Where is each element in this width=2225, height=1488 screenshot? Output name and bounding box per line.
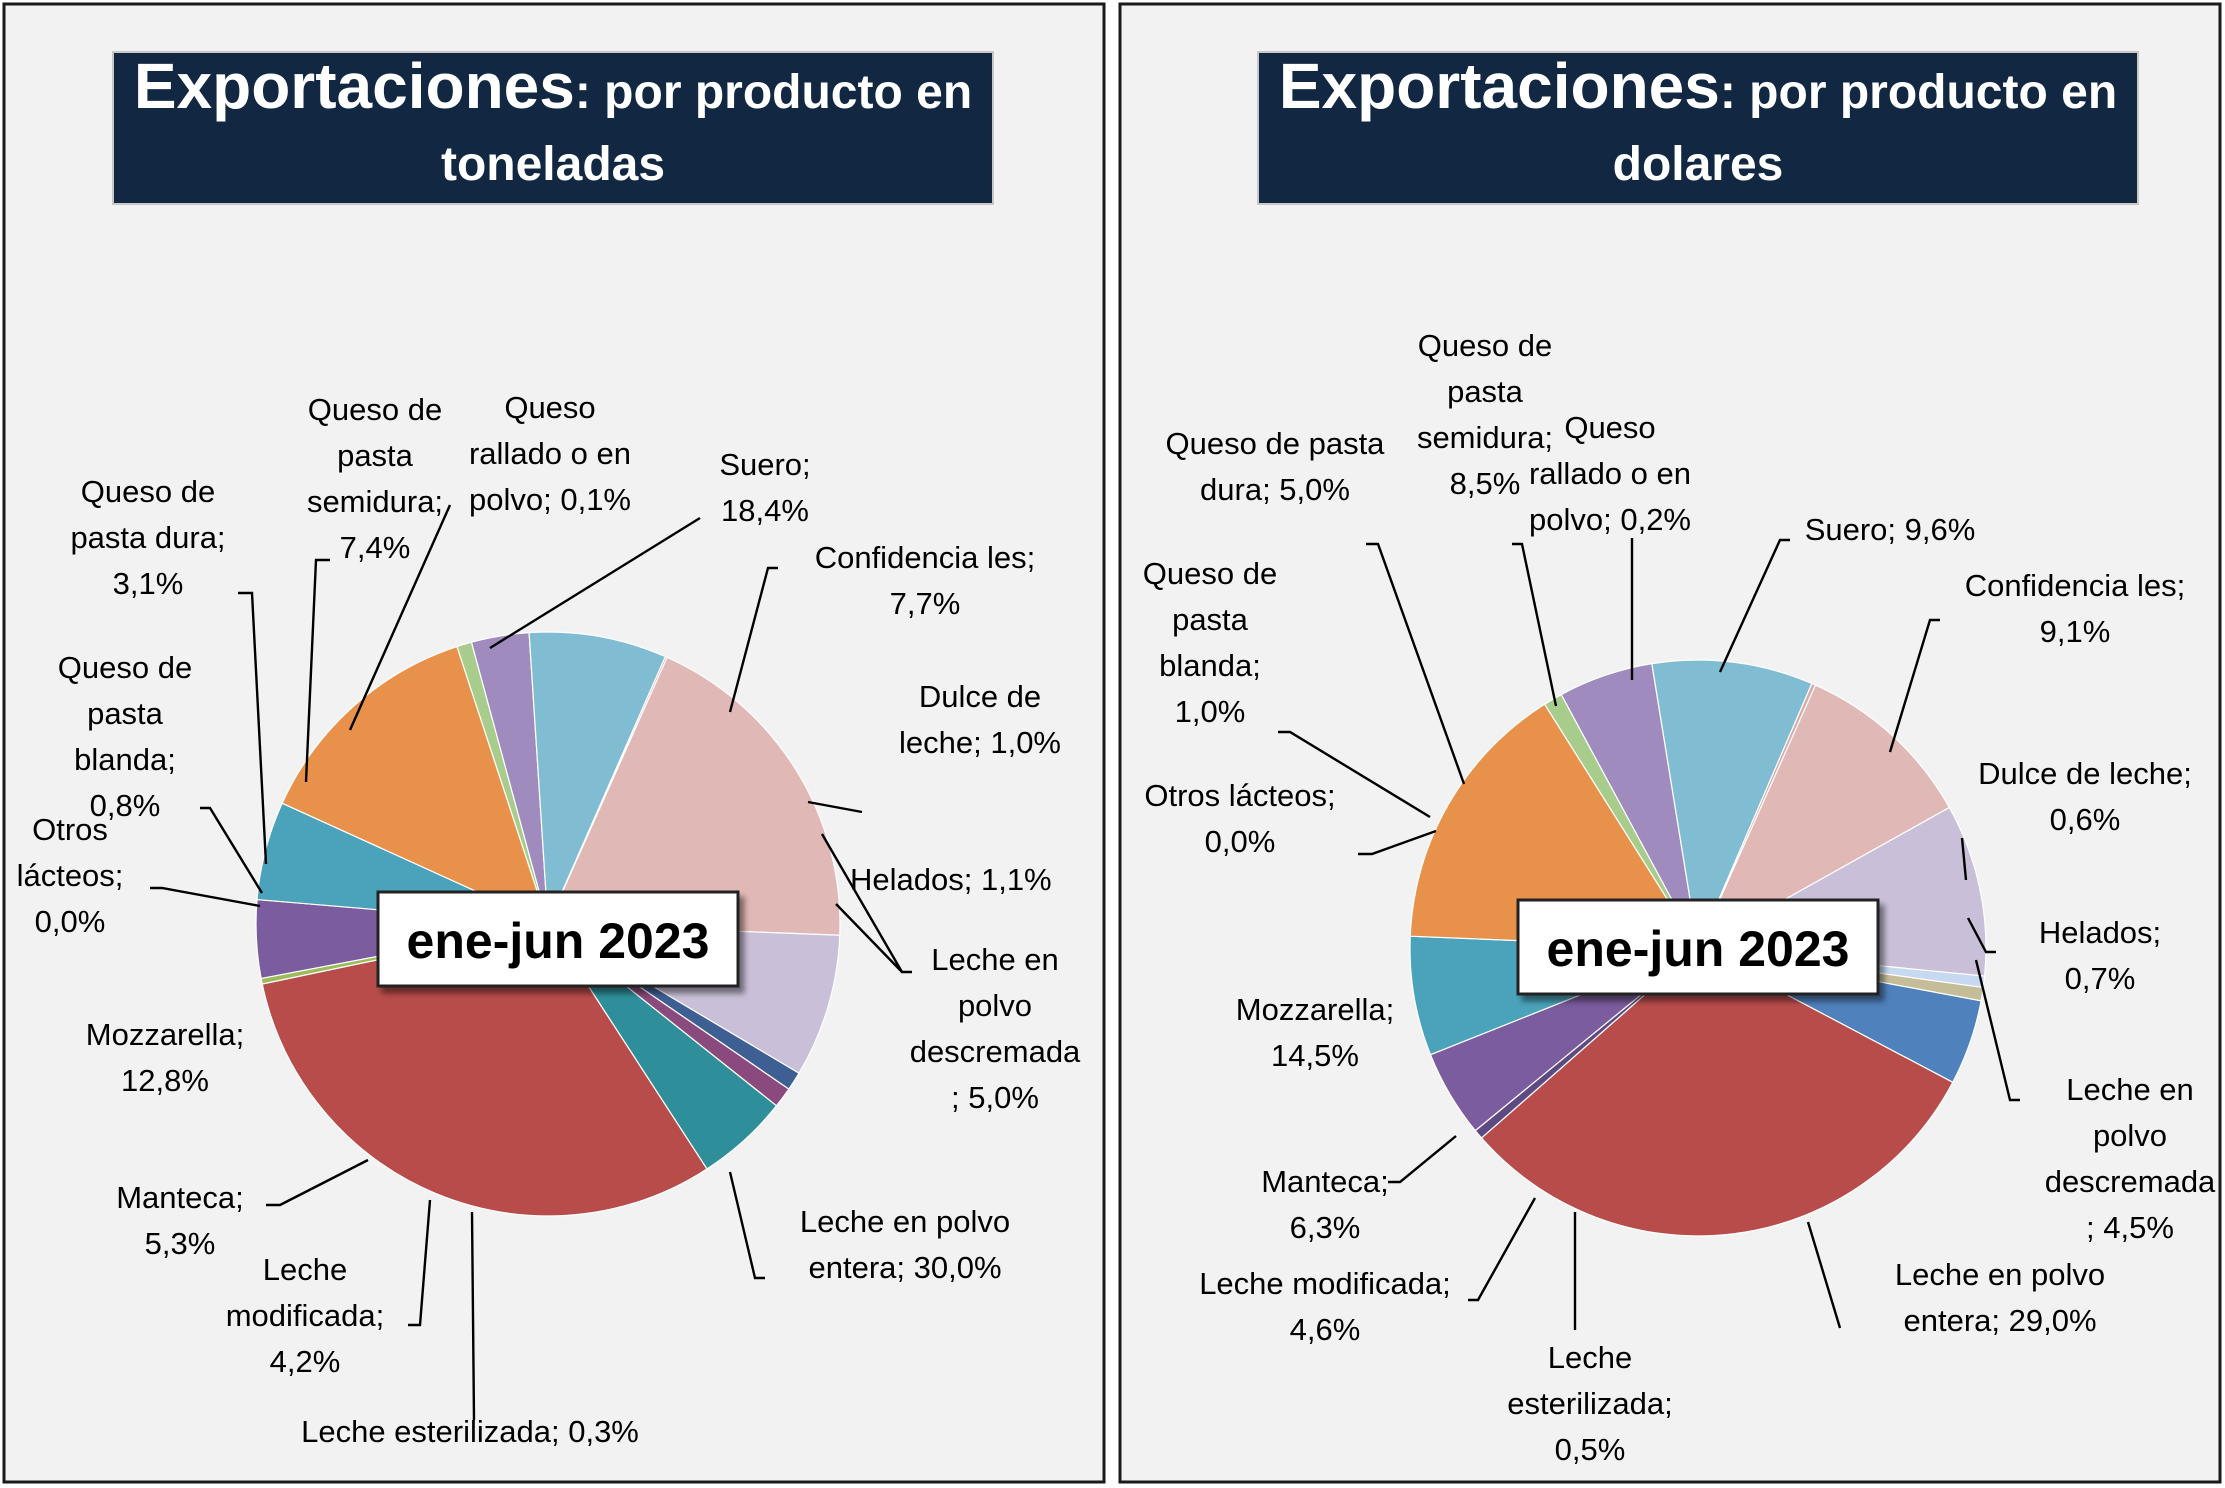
- right-period-box: [1516, 898, 1880, 996]
- right-title-rest: : por producto en: [1720, 66, 2117, 119]
- leader-line-confidencia-les: [1888, 618, 1940, 753]
- leader-line-manteca: [1388, 1135, 1457, 1184]
- pie-slice-mozzarella: [1409, 703, 1700, 949]
- slice-label-manteca: Manteca; 6,3%: [1261, 1164, 1389, 1245]
- slice-label-leche-esterilizada: Leche esterilizada; 0,3%: [301, 1414, 639, 1449]
- slice-label-leche-en-polvo-descremada: Leche en polvo descremada; 5,0%: [910, 942, 1081, 1115]
- leader-line-queso-de-pasta-dura: [238, 591, 268, 865]
- right-title-main: Exportaciones: [1279, 50, 1720, 122]
- right-slice-labels: Suero; 9,6% Confidencia les; 9,1% Dulce de …: [1143, 328, 2216, 1467]
- slice-label-dulce-de-leche: Dulce de leche; 1,0%: [899, 679, 1061, 760]
- leader-line-leche-esterilizada: [470, 1211, 476, 1421]
- left-chart-panel: Exportaciones: por producto en toneladas…: [2, 2, 1106, 1484]
- pie-slice-leche-en-polvo-entera: [261, 923, 708, 1217]
- right-chart-panel: Exportaciones: por producto en dolares S…: [1118, 2, 2222, 1484]
- leader-line-suero: [1718, 538, 1790, 673]
- right-title-line2: dolares: [1613, 138, 1784, 191]
- leader-line-leche-en-polvo-entera: [1806, 1221, 1842, 1329]
- left-leader-lines: [150, 504, 912, 1421]
- leader-line-leche-en-polvo-descremada: [835, 903, 903, 973]
- leader-line-otros-lacteos: [150, 886, 261, 908]
- leader-line-leche-modificada: [408, 1199, 432, 1327]
- leader-line-helados: [1966, 917, 1996, 954]
- slice-label-confidencia-les: Confidencia les; 7,7%: [815, 540, 1036, 621]
- pie-slice-leche-en-polvo-entera: [1480, 947, 1954, 1237]
- leader-line-queso-de-pasta-semidura: [304, 558, 330, 783]
- pie-slice-queso-de-pasta-semidura: [1651, 659, 1813, 951]
- leader-line-suero: [489, 516, 701, 650]
- leader-line-queso-de-pasta-blanda: [1278, 730, 1431, 819]
- pie-slice-mozzarella: [281, 645, 549, 926]
- slice-label-suero: Suero; 9,6%: [1805, 512, 1976, 547]
- slice-label-queso-de-pasta-semidura: Queso de pasta semidura; 8,5%: [1417, 328, 1553, 501]
- leader-line-queso-de-pasta-dura: [1366, 542, 1466, 785]
- slice-label-queso-rallado-o-en-polvo: Queso rallado o en polvo; 0,2%: [1529, 410, 1691, 537]
- slice-label-queso-rallado-o-en-polvo: Queso rallado o en polvo; 0,1%: [469, 390, 631, 517]
- left-period-box: [376, 890, 740, 988]
- left-title-rest: : por producto en: [575, 66, 972, 119]
- right-leader-lines: [1278, 538, 2020, 1330]
- svg-text:Exportaciones: por producto en: Exportaciones: por producto en: [1279, 50, 2117, 122]
- right-title-box: [1257, 51, 2139, 205]
- slice-label-queso-de-pasta-blanda: Queso de pasta blanda; 0,8%: [58, 650, 192, 823]
- left-title-main: Exportaciones: [134, 50, 575, 122]
- slice-label-leche-modificada: Leche modificada; 4,2%: [226, 1252, 385, 1379]
- slice-label-mozzarella: Mozzarella; 14,5%: [1236, 992, 1395, 1073]
- slice-label-suero: Suero; 18,4%: [719, 447, 810, 528]
- leader-line-leche-en-polvo-descremada: [1974, 959, 2020, 1102]
- slice-label-confidencia-les: Confidencia les; 9,1%: [1965, 568, 2186, 649]
- pie-slice-queso-rallado-o-en-polvo: [1697, 682, 1817, 949]
- leader-line-queso-rallado-o-en-polvo: [348, 504, 452, 731]
- slice-label-queso-de-pasta-blanda: Queso de pasta blanda; 1,0%: [1143, 556, 1277, 729]
- left-slice-labels: Suero; 18,4%Confidencia les; 7,7% Dulce de l…: [17, 390, 1081, 1449]
- slice-label-queso-de-pasta-semidura: Queso de pasta semidura; 7,4%: [307, 392, 443, 565]
- slice-label-manteca: Manteca; 5,3%: [116, 1180, 244, 1261]
- pie-slice-suero: [1696, 684, 1951, 950]
- slice-label-helados: Helados; 0,7%: [2039, 915, 2161, 996]
- slice-label-leche-en-polvo-entera: Leche en polvo entera; 30,0%: [800, 1204, 1010, 1285]
- slice-label-queso-de-pasta-dura: Queso de pasta dura; 5,0%: [1166, 426, 1386, 507]
- leader-line-manteca: [266, 1158, 369, 1207]
- leader-line-queso-de-pasta-blanda: [200, 806, 264, 894]
- slice-label-leche-en-polvo-descremada: Leche en polvo descremada; 4,5%: [2045, 1072, 2216, 1245]
- svg-text:Exportaciones: por producto en: Exportaciones: por producto en: [134, 50, 972, 122]
- pie-slice-queso-de-pasta-semidura: [528, 631, 667, 925]
- left-period-label: ene-jun 2023: [407, 913, 710, 969]
- pie-slice-queso-rallado-o-en-polvo: [547, 655, 668, 925]
- leader-line-dulce-de-leche: [1960, 837, 1968, 881]
- slice-label-leche-en-polvo-entera: Leche en polvo entera; 29,0%: [1895, 1257, 2105, 1338]
- slice-label-leche-esterilizada: Leche esterilizada; 0,5%: [1507, 1340, 1672, 1467]
- slice-label-helados: Helados; 1,1%: [850, 862, 1052, 897]
- leader-line-leche-modificada: [1468, 1197, 1537, 1302]
- leader-line-dulce-de-leche: [807, 800, 863, 814]
- right-period-label: ene-jun 2023: [1547, 921, 1850, 977]
- pie-slice-suero: [547, 656, 841, 936]
- slice-label-leche-modificada: Leche modificada; 4,6%: [1199, 1266, 1451, 1347]
- leader-line-queso-de-pasta-semidura: [1512, 542, 1558, 707]
- slice-label-mozzarella: Mozzarella; 12,8%: [86, 1017, 245, 1098]
- left-title-line2: toneladas: [441, 138, 665, 191]
- left-title-box: [112, 51, 994, 205]
- slice-label-dulce-de-leche: Dulce de leche; 0,6%: [1978, 756, 2192, 837]
- leader-line-leche-en-polvo-entera: [728, 1171, 765, 1280]
- leader-line-confidencia-les: [728, 566, 778, 713]
- leader-line-otros-lacteos: [1358, 829, 1437, 856]
- slice-label-queso-de-pasta-dura: Queso de pasta dura; 3,1%: [70, 474, 225, 601]
- slice-label-otros-lacteos: Otros lácteos; 0,0%: [1144, 778, 1335, 859]
- slice-label-otros-lacteos: Otros lácteos; 0,0%: [17, 812, 124, 939]
